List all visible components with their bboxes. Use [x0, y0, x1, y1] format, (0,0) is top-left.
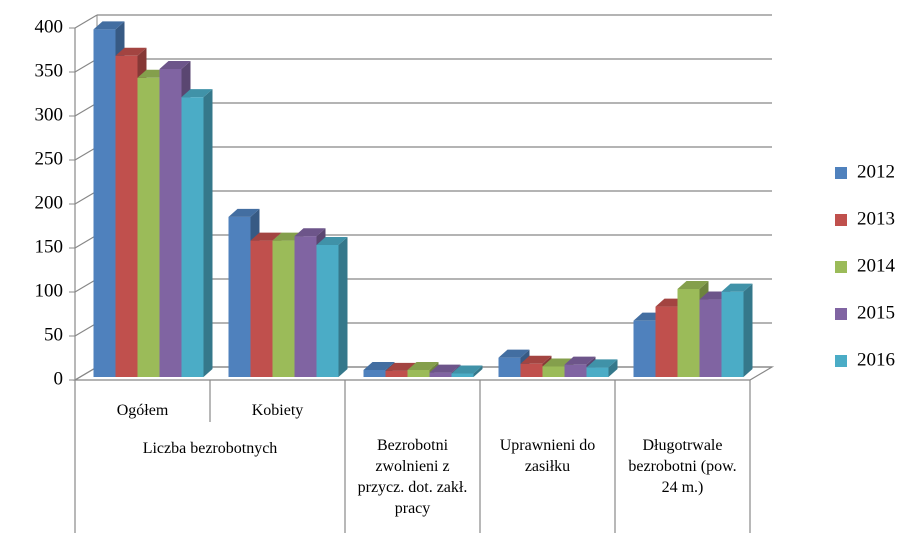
bar-front: [294, 236, 317, 377]
bar-top: [721, 283, 753, 292]
bar-front: [655, 306, 678, 377]
bar-front: [498, 357, 521, 377]
bar: [181, 89, 213, 377]
bar-front: [429, 372, 452, 377]
bar-top: [93, 21, 125, 30]
bar-front: [115, 55, 138, 378]
grid-line-side: [74, 366, 98, 381]
grid-line-side: [74, 190, 98, 205]
y-tick-label: 50: [44, 324, 63, 345]
x-tick-label: Uprawnieni do zasiłku: [499, 437, 596, 475]
bar-side: [743, 283, 753, 377]
y-tick-label: 400: [35, 16, 64, 37]
bar: [316, 237, 348, 377]
grid-line-side: [74, 14, 98, 29]
bar: [721, 283, 753, 377]
bar-front: [159, 69, 182, 377]
bar: [586, 359, 618, 377]
bar-front: [385, 370, 408, 377]
y-tick-label: 250: [35, 148, 64, 169]
bar-top: [677, 281, 709, 289]
x-tick-label: Długotrwale bezrobotni (pow. 24 m.): [628, 437, 737, 496]
category-group-label: Liczba bezrobotnych: [142, 440, 278, 457]
bar-side: [608, 359, 618, 377]
bar-front: [407, 369, 430, 377]
bar-top: [564, 356, 596, 365]
bar-front: [699, 299, 722, 377]
y-tick-label: 150: [35, 236, 64, 257]
bar-front: [228, 216, 251, 377]
bar-top: [586, 359, 618, 368]
legend-swatch: [835, 167, 847, 179]
bar-top: [316, 237, 348, 245]
bar-top: [181, 89, 213, 98]
legend-swatch: [835, 261, 847, 273]
x-tick-label: Kobiety: [251, 402, 304, 419]
legend-label: 2016: [857, 349, 895, 370]
bar-side: [203, 89, 213, 377]
bar-front: [451, 373, 474, 377]
legend-label: 2012: [857, 161, 895, 182]
bar-top: [451, 365, 483, 374]
bar-top: [498, 349, 530, 358]
grid-line-side: [74, 322, 98, 337]
bar-front: [181, 97, 204, 377]
bar-front: [250, 240, 273, 377]
bar-front: [363, 369, 386, 377]
bar-front: [520, 363, 543, 377]
x-tick-label: Ogółem: [116, 402, 169, 419]
grid-line-side: [74, 278, 98, 293]
bar-top: [385, 362, 417, 371]
bar-front: [316, 245, 339, 377]
y-tick-label: 0: [54, 368, 64, 389]
bar-top: [294, 228, 326, 237]
grid-line-side: [74, 102, 98, 117]
legend-swatch: [835, 214, 847, 226]
y-tick-label: 200: [35, 192, 64, 213]
bar-top: [159, 61, 191, 69]
bar-top: [520, 355, 552, 364]
y-tick-label: 350: [35, 60, 64, 81]
legend-label: 2013: [857, 208, 895, 229]
bar-front: [586, 367, 609, 377]
legend-swatch: [835, 355, 847, 367]
bar-front: [137, 77, 160, 378]
grid-line-side: [74, 234, 98, 249]
bar-side: [473, 365, 483, 377]
y-tick-label: 100: [35, 280, 64, 301]
bar-top: [363, 361, 395, 370]
bar-front: [633, 320, 656, 377]
bar-top: [115, 47, 147, 56]
legend-label: 2015: [857, 302, 895, 323]
legend-swatch: [835, 308, 847, 320]
grid-line-side: [74, 58, 98, 73]
bar-side: [338, 237, 348, 377]
legend-label: 2014: [857, 255, 896, 276]
bar-top: [228, 208, 260, 217]
bar-top: [250, 232, 282, 241]
bar: [451, 365, 483, 377]
bar-front: [564, 364, 587, 377]
grid-line-side: [74, 146, 98, 161]
bar-front: [542, 366, 565, 377]
bar-front: [677, 289, 700, 377]
bar-top: [429, 364, 461, 373]
y-tick-label: 300: [35, 104, 64, 125]
bar-top: [407, 361, 439, 370]
bar-front: [93, 29, 116, 378]
x-tick-label: Bezrobotni zwolnieni z przycz. dot. zakł…: [357, 437, 468, 517]
bar-front: [272, 240, 295, 377]
bar-front: [721, 291, 744, 377]
